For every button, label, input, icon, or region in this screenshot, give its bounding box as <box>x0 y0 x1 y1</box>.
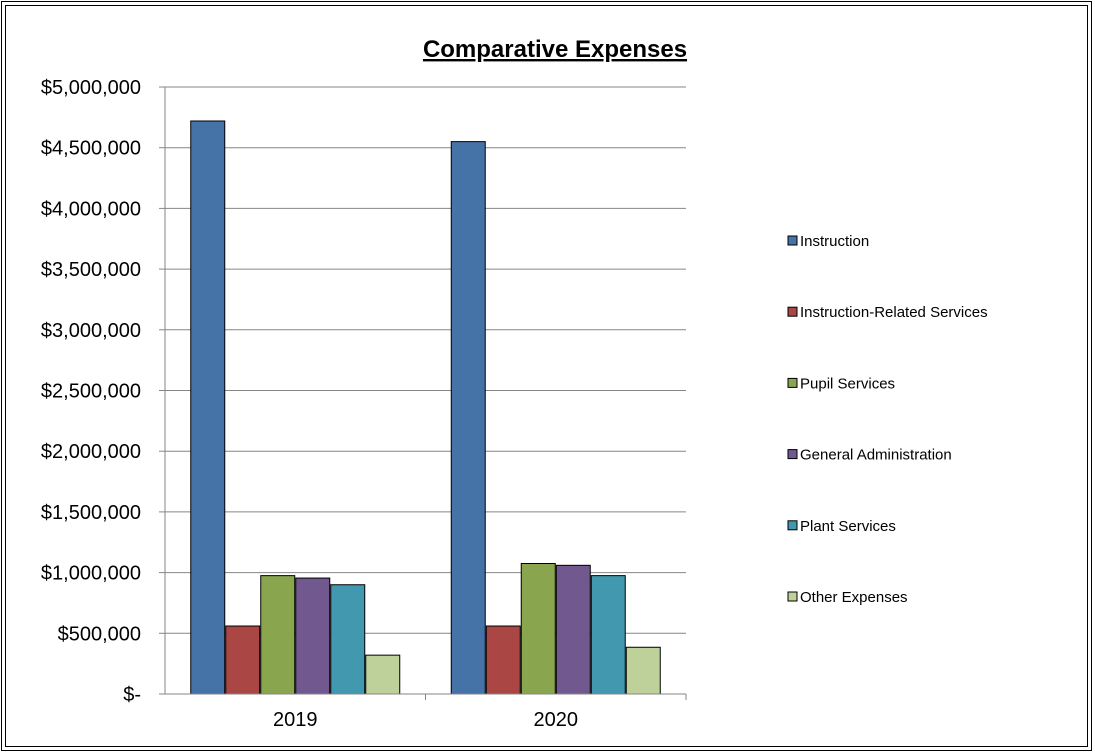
y-tick-label: $1,000,000 <box>41 563 141 585</box>
bar <box>485 625 521 695</box>
x-category-label: 2020 <box>534 709 579 731</box>
bar <box>225 625 261 695</box>
legend-label: Instruction <box>800 233 869 250</box>
legend: Instruction Instruction-Related Services P… <box>787 233 988 606</box>
x-axis-categories: 2019 2020 <box>273 694 687 731</box>
y-tick-label: $1,500,000 <box>41 502 141 524</box>
y-tick-label: $4,500,000 <box>41 138 141 160</box>
legend-swatch <box>787 591 798 602</box>
x-category-label: 2019 <box>273 709 318 731</box>
legend-label: Other Expenses <box>800 589 908 606</box>
bar <box>330 584 366 695</box>
legend-swatch <box>787 306 798 317</box>
y-tick-label: $4,000,000 <box>41 198 141 220</box>
legend-label: Instruction-Related Services <box>800 304 988 321</box>
legend-swatch <box>787 235 798 246</box>
bar <box>295 577 331 695</box>
chart-inner-border <box>5 5 1088 747</box>
y-axis-ticks: $- $500,000 $1,000,000 $1,500,000 $2,000,000… <box>41 77 165 706</box>
bar <box>520 562 556 695</box>
bar <box>260 575 296 695</box>
legend-swatch <box>787 449 798 460</box>
grid-lines <box>165 86 686 634</box>
bar <box>555 564 591 695</box>
legend-label: General Administration <box>800 447 952 464</box>
y-tick-label: $- <box>123 684 141 706</box>
legend-swatch <box>787 520 798 531</box>
bars <box>190 120 661 695</box>
bar <box>625 646 661 695</box>
y-tick-label: $500,000 <box>58 623 141 645</box>
bar <box>190 120 226 695</box>
y-tick-label: $2,000,000 <box>41 441 141 463</box>
y-tick-label: $3,500,000 <box>41 259 141 281</box>
y-tick-label: $3,000,000 <box>41 320 141 342</box>
legend-swatch <box>787 377 798 388</box>
legend-label: Plant Services <box>800 518 896 535</box>
bar <box>450 141 486 695</box>
y-tick-label: $2,500,000 <box>41 381 141 403</box>
y-tick-label: $5,000,000 <box>41 77 141 99</box>
bar <box>590 575 626 695</box>
legend-label: Pupil Services <box>800 375 895 392</box>
chart-title: Comparative Expenses <box>423 36 687 63</box>
bar <box>365 654 401 695</box>
